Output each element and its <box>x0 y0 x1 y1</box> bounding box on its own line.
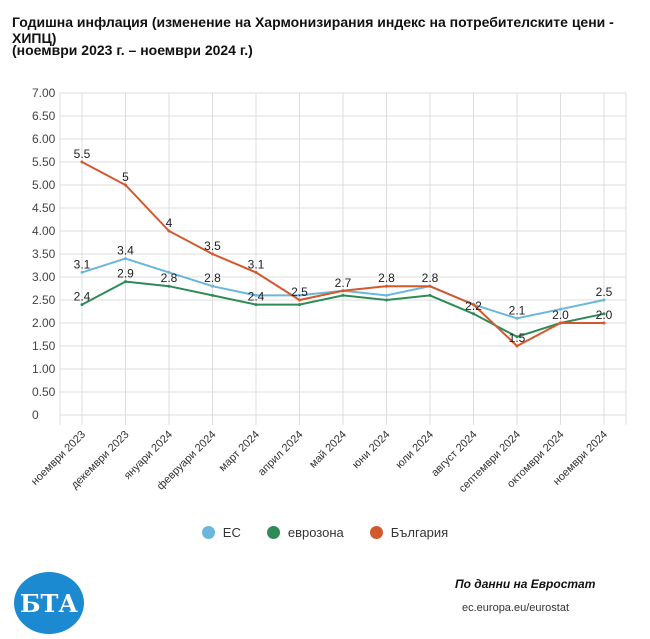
y-tick-label: 3.50 <box>32 247 56 261</box>
data-point <box>80 303 84 307</box>
data-label: 2.1 <box>509 303 526 317</box>
source-link[interactable]: ec.europa.eu/eurostat <box>462 602 570 614</box>
data-label: 3.4 <box>117 244 134 258</box>
data-label: 2.0 <box>596 308 613 322</box>
data-label: 2.5 <box>291 285 308 299</box>
data-point <box>254 303 258 307</box>
data-point <box>211 252 214 256</box>
data-point <box>515 316 519 320</box>
data-label: 1.5 <box>509 331 526 345</box>
data-point <box>559 321 562 325</box>
y-tick-label: 0.50 <box>32 385 56 399</box>
data-label: 2.8 <box>422 271 439 285</box>
data-point <box>602 312 606 316</box>
y-tick-label: 2.50 <box>32 293 56 307</box>
data-point <box>124 280 127 284</box>
data-point <box>385 293 388 297</box>
data-point <box>515 344 519 348</box>
data-label: 5.5 <box>74 147 91 161</box>
legend-item[interactable]: България <box>369 525 449 540</box>
line-chart: 0 0.50 1.00 1.50 2.00 2.50 3.00 3.50 4.00 4.50 5.0… <box>29 86 627 495</box>
x-tick-label: май 2024 <box>307 429 349 471</box>
source-note: По данни на Евростат <box>455 577 596 591</box>
data-label: 2.7 <box>335 276 352 290</box>
y-tick-label: 4.00 <box>32 224 56 238</box>
x-tick-label: юни 2024 <box>350 429 392 471</box>
data-label: 3.1 <box>248 257 265 271</box>
x-tick-label: юли 2024 <box>394 429 437 472</box>
data-point <box>559 307 562 311</box>
data-point <box>602 298 606 302</box>
legend-label: България <box>390 525 449 540</box>
data-label: 2.0 <box>552 308 569 322</box>
legend-label: ЕС <box>222 525 241 540</box>
y-tick-label: 6.00 <box>32 132 56 146</box>
y-tick-label: 1.50 <box>32 339 56 353</box>
data-point <box>124 257 127 261</box>
x-tick-label: март 2024 <box>217 429 262 474</box>
data-label: 5 <box>122 170 129 184</box>
data-point <box>472 312 475 316</box>
data-point <box>298 293 301 297</box>
data-point <box>602 321 606 325</box>
data-point <box>515 335 519 339</box>
data-label: 2.5 <box>596 285 613 299</box>
data-point <box>167 284 171 288</box>
data-point <box>298 298 301 302</box>
data-point <box>167 229 171 233</box>
data-label: 2.2 <box>465 299 482 313</box>
data-point <box>254 293 258 297</box>
legend-label: еврозона <box>287 525 344 540</box>
y-tick-label: 3.00 <box>32 270 56 284</box>
chart-title: Годишна инфлация (изменение на Хармонизи… <box>12 14 614 46</box>
y-tick-label: 0 <box>32 408 39 422</box>
data-point <box>428 293 432 297</box>
legend-item[interactable]: ЕС <box>201 525 241 540</box>
data-point <box>167 270 171 274</box>
bta-logo: БТА <box>14 572 84 634</box>
legend-swatch <box>369 526 383 539</box>
data-label: 2.4 <box>74 290 91 304</box>
data-label: 3.1 <box>74 257 91 271</box>
data-point <box>298 303 301 307</box>
data-point <box>211 284 214 288</box>
data-point <box>428 284 432 288</box>
data-label: 2.9 <box>117 267 134 281</box>
y-tick-label: 1.00 <box>32 362 56 376</box>
x-tick-label: април 2024 <box>256 429 306 479</box>
logo-text: БТА <box>20 588 78 618</box>
y-tick-label: 5.50 <box>32 155 56 169</box>
y-tick-label: 7.00 <box>32 86 56 100</box>
data-point <box>124 183 127 187</box>
data-point <box>80 160 84 164</box>
y-tick-label: 6.50 <box>32 109 56 123</box>
data-point <box>341 293 345 297</box>
legend: ЕС еврозона България <box>0 525 650 540</box>
data-label: 2.8 <box>378 271 395 285</box>
data-point <box>80 270 84 274</box>
y-tick-label: 4.50 <box>32 201 56 215</box>
data-label: 4 <box>166 216 173 230</box>
y-tick-label: 2.00 <box>32 316 56 330</box>
legend-swatch <box>201 526 215 539</box>
data-point <box>385 298 388 302</box>
legend-item[interactable]: еврозона <box>266 525 344 540</box>
data-point <box>385 284 388 288</box>
data-label: 2.8 <box>161 271 178 285</box>
data-label: 2.4 <box>248 290 265 304</box>
y-tick-label: 5.00 <box>32 178 56 192</box>
data-point <box>472 303 475 307</box>
chart-subtitle: (ноември 2023 г. – ноември 2024 г.) <box>12 42 253 58</box>
data-label: 2.8 <box>204 271 221 285</box>
data-point <box>211 293 214 297</box>
data-point <box>341 289 345 293</box>
data-label: 3.5 <box>204 239 221 253</box>
data-point <box>254 270 258 274</box>
legend-swatch <box>266 526 280 539</box>
